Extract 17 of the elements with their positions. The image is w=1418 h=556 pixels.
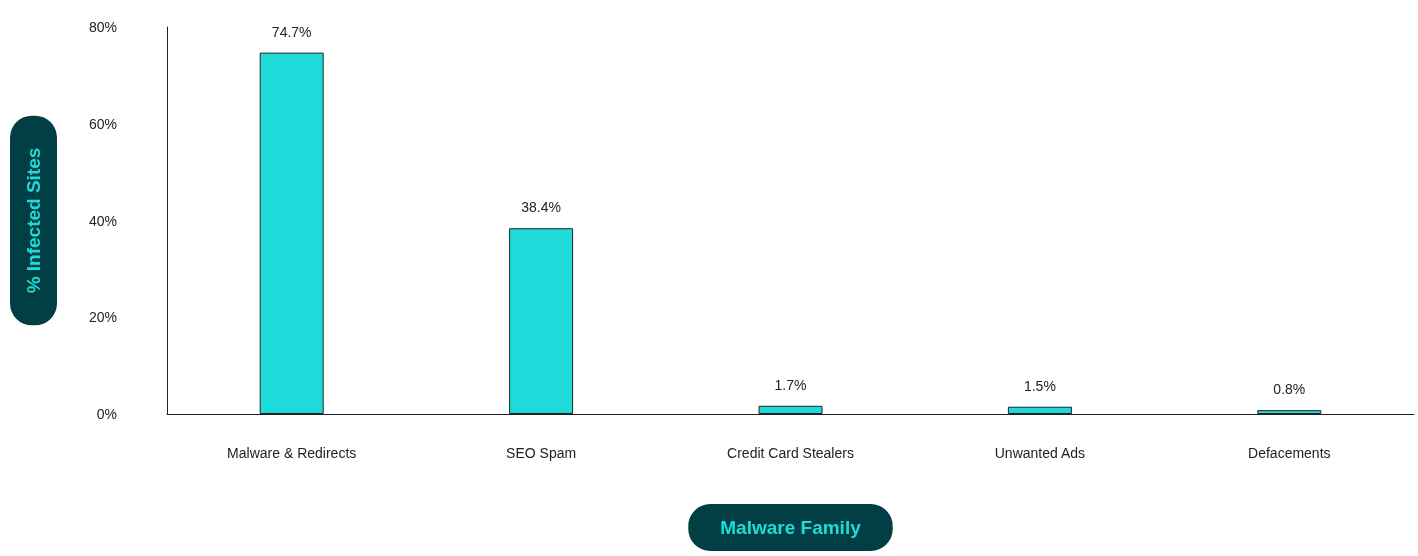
x-tick-label: Defacements — [1248, 445, 1331, 461]
y-tick-label: 80% — [88, 19, 117, 35]
x-tick-label: Credit Card Stealers — [727, 445, 854, 461]
x-tick-label: SEO Spam — [506, 445, 577, 461]
x-tick-label: Malware & Redirects — [227, 445, 357, 461]
y-tick-label: 20% — [88, 309, 117, 326]
y-tick-label: 40% — [88, 212, 117, 229]
y-axis-title: % Infected Sites — [23, 147, 44, 294]
data-label: 74.7% — [271, 23, 312, 40]
x-axis-title: Malware Family — [720, 517, 862, 538]
data-label: 1.5% — [1023, 377, 1056, 394]
data-label: 0.8% — [1273, 381, 1306, 398]
y-tick-label: 60% — [88, 115, 117, 132]
data-label: 1.7% — [774, 376, 807, 393]
data-label: 38.4% — [521, 199, 561, 216]
x-tick-label: Unwanted Ads — [994, 445, 1086, 461]
y-tick-label: 0% — [96, 406, 117, 422]
